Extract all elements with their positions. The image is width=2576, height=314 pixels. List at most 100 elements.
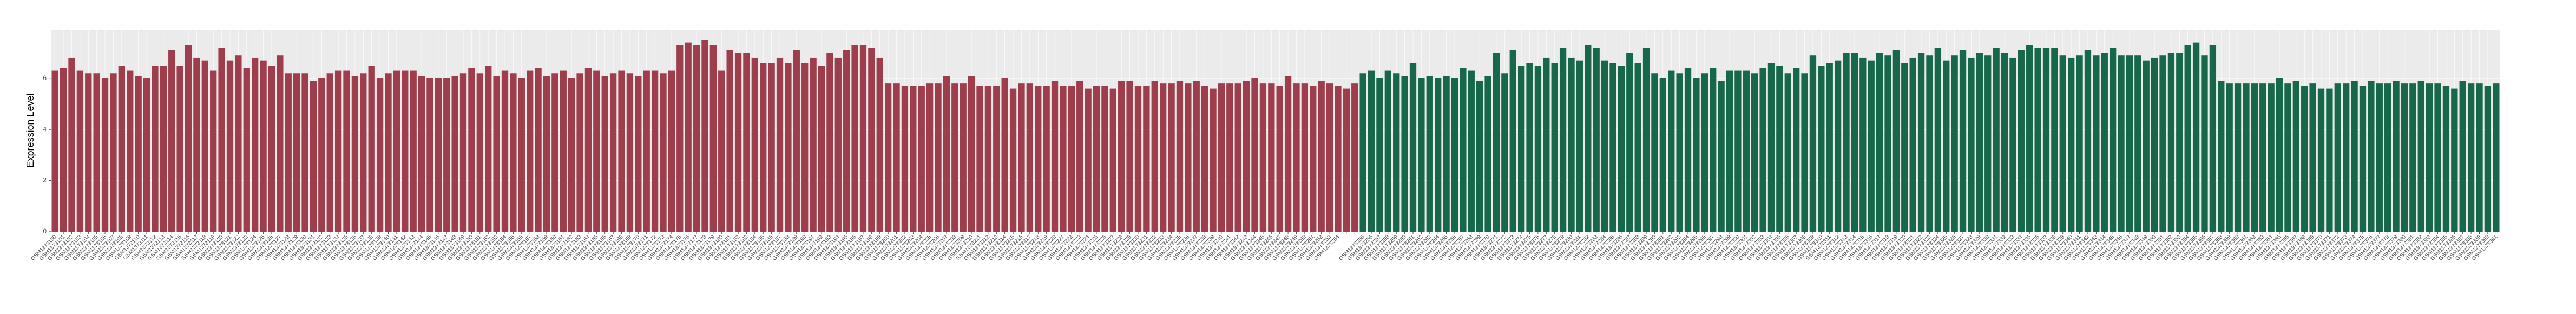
bar bbox=[2034, 48, 2041, 232]
bar bbox=[385, 73, 392, 232]
bar bbox=[1193, 81, 1200, 232]
bar bbox=[318, 78, 325, 232]
bar bbox=[2076, 55, 2083, 232]
bar bbox=[1676, 73, 1683, 232]
bar bbox=[260, 60, 267, 232]
bar bbox=[93, 73, 100, 232]
bar bbox=[1226, 83, 1233, 232]
bar bbox=[1468, 70, 1475, 232]
bar bbox=[1168, 83, 1175, 232]
bar bbox=[876, 57, 883, 232]
bar bbox=[210, 70, 217, 232]
bar bbox=[2101, 53, 2108, 232]
bar bbox=[485, 66, 492, 232]
bar bbox=[801, 63, 809, 232]
bar bbox=[1618, 66, 1625, 232]
bar bbox=[901, 86, 909, 232]
bar bbox=[2226, 83, 2233, 232]
bar bbox=[1984, 55, 1992, 232]
bar bbox=[1534, 66, 1542, 232]
bar bbox=[935, 83, 942, 232]
bar bbox=[1435, 78, 1442, 232]
bar bbox=[1035, 86, 1042, 232]
bar bbox=[1234, 83, 1241, 232]
bar bbox=[252, 57, 259, 232]
bar bbox=[351, 75, 359, 232]
bar bbox=[2009, 57, 2016, 232]
bar bbox=[2426, 83, 2433, 232]
bar bbox=[1693, 78, 1700, 232]
y-tick-label: 4 bbox=[43, 125, 47, 133]
bar bbox=[1826, 63, 1833, 232]
bar bbox=[1251, 78, 1258, 232]
bar bbox=[601, 75, 608, 232]
bar bbox=[2317, 88, 2325, 232]
bar bbox=[226, 60, 234, 232]
bar bbox=[1767, 63, 1775, 232]
bar bbox=[1976, 53, 1983, 232]
bar bbox=[193, 57, 200, 232]
bar bbox=[1109, 88, 1116, 232]
bar bbox=[1926, 55, 1933, 232]
bar bbox=[1426, 75, 1433, 232]
bar bbox=[310, 81, 317, 232]
bar bbox=[451, 75, 458, 232]
bar bbox=[1509, 50, 1516, 232]
bar bbox=[1710, 68, 1717, 232]
bar bbox=[2393, 81, 2400, 232]
bar bbox=[2051, 48, 2058, 232]
bar bbox=[393, 70, 400, 232]
bar bbox=[2451, 88, 2458, 232]
bar bbox=[2459, 81, 2466, 232]
bar bbox=[2001, 53, 2008, 232]
bar bbox=[1160, 83, 1167, 232]
bar bbox=[1026, 83, 1034, 232]
bar bbox=[1917, 53, 1925, 232]
bar bbox=[1176, 81, 1184, 232]
bar bbox=[2026, 45, 2033, 232]
bar bbox=[2201, 55, 2208, 232]
bar bbox=[235, 55, 242, 232]
bar bbox=[2059, 55, 2066, 232]
bar bbox=[2243, 83, 2250, 232]
bar bbox=[1393, 73, 1400, 232]
bar bbox=[868, 48, 875, 232]
bar bbox=[2409, 83, 2416, 232]
bar bbox=[1126, 81, 1133, 232]
bar bbox=[1460, 68, 1467, 232]
bar bbox=[2309, 83, 2316, 232]
bar bbox=[1218, 83, 1225, 232]
bar bbox=[1901, 63, 1908, 232]
bar bbox=[2467, 83, 2475, 232]
bar bbox=[1276, 86, 1283, 232]
bar bbox=[160, 66, 167, 232]
bar bbox=[1284, 75, 1292, 232]
bar bbox=[426, 78, 433, 232]
bar bbox=[1401, 75, 1408, 232]
bar bbox=[1060, 86, 1067, 232]
bar bbox=[135, 75, 142, 232]
bar bbox=[1909, 57, 1916, 232]
bar bbox=[493, 75, 500, 232]
bar bbox=[2176, 53, 2183, 232]
bar bbox=[834, 57, 842, 232]
y-tick-label: 2 bbox=[43, 176, 47, 184]
bar bbox=[1351, 83, 1358, 232]
bar bbox=[685, 42, 692, 232]
bar bbox=[1134, 86, 1142, 232]
bar bbox=[2084, 50, 2092, 232]
bar bbox=[2259, 83, 2266, 232]
bar bbox=[1959, 50, 1967, 232]
bar bbox=[101, 78, 109, 232]
bar bbox=[560, 70, 567, 232]
bar bbox=[1701, 73, 1708, 232]
bar bbox=[2109, 48, 2117, 232]
bar bbox=[2159, 55, 2166, 232]
bar bbox=[2401, 83, 2408, 232]
y-tick-label: 6 bbox=[43, 74, 47, 82]
bar bbox=[1093, 86, 1100, 232]
bar bbox=[1368, 70, 1375, 232]
bar bbox=[418, 75, 425, 232]
bar bbox=[326, 73, 333, 232]
plot-background bbox=[51, 30, 2500, 232]
